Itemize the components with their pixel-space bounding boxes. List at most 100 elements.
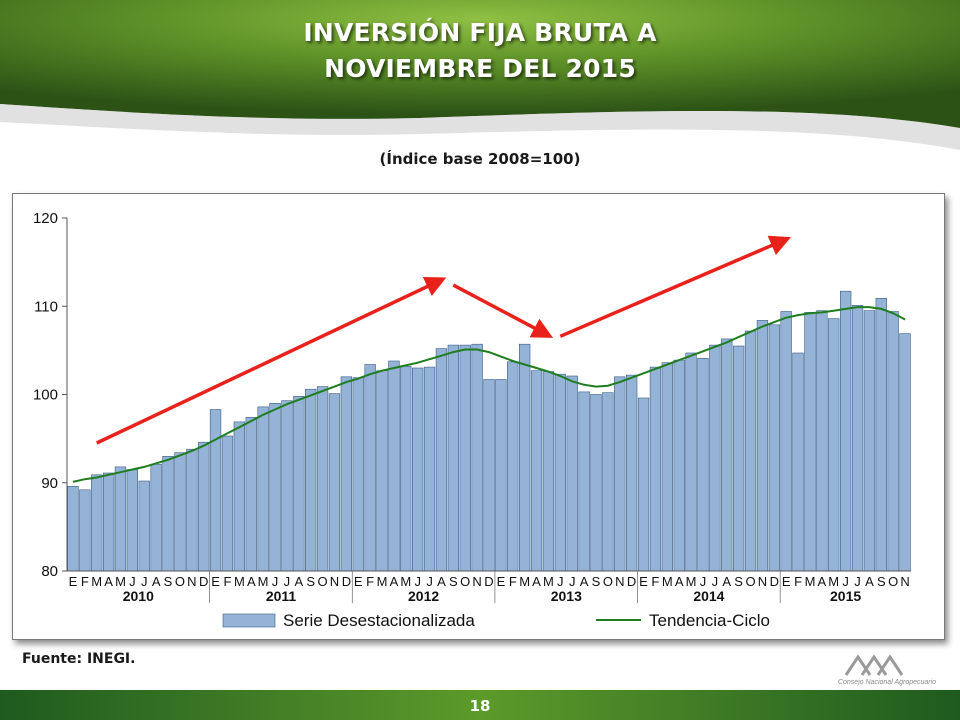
chart-bar — [138, 480, 150, 572]
page-title-line-1: INVERSIÓN FIJA BRUTA A — [303, 18, 657, 47]
x-month-label: M — [91, 574, 102, 589]
chart-bar — [411, 367, 424, 572]
x-month-label: F — [651, 574, 659, 589]
chart-bar — [221, 435, 234, 572]
x-month-label: S — [877, 574, 886, 589]
legend-label-trend: Tendencia-Ciclo — [649, 611, 770, 630]
x-month-label: E — [497, 574, 506, 589]
chart-bar — [649, 366, 662, 572]
chart-bar — [732, 345, 745, 572]
x-month-label: F — [224, 574, 232, 589]
chart-bar — [590, 394, 602, 572]
x-month-label: O — [745, 574, 755, 589]
x-year-label: 2010 — [123, 588, 154, 604]
chart-bar — [839, 290, 852, 572]
chart-subtitle: (Índice base 2008=100) — [379, 150, 581, 168]
x-month-label: D — [770, 574, 779, 589]
x-month-label: S — [734, 574, 743, 589]
chart-bar — [245, 417, 257, 572]
chart-bar — [281, 400, 293, 572]
y-tick-label: 100 — [33, 387, 58, 404]
x-month-label: M — [234, 574, 245, 589]
chart-bar — [126, 469, 138, 572]
chart-bar — [721, 338, 733, 572]
x-month-label: S — [164, 574, 173, 589]
x-month-label: J — [712, 574, 719, 589]
x-month-label: S — [306, 574, 315, 589]
chart-bar — [709, 344, 721, 572]
chart-bar — [79, 489, 91, 572]
x-year-label: 2013 — [551, 588, 582, 604]
x-month-label: F — [794, 574, 802, 589]
chart-bar — [673, 359, 685, 572]
x-month-label: M — [828, 574, 839, 589]
x-month-label: A — [294, 574, 303, 589]
x-month-label: J — [129, 574, 136, 589]
logo-text: Consejo Nacional Agropecuario — [837, 679, 937, 686]
x-month-label: A — [104, 574, 113, 589]
x-month-label: N — [900, 574, 909, 589]
x-month-label: D — [342, 574, 351, 589]
x-month-label: M — [662, 574, 673, 589]
chart-bar — [198, 441, 210, 572]
x-month-label: A — [247, 574, 256, 589]
x-month-label: J — [141, 574, 148, 589]
chart-bar — [744, 330, 757, 572]
chart-bar — [352, 377, 364, 572]
x-month-label: D — [484, 574, 493, 589]
x-month-label: N — [615, 574, 624, 589]
x-month-label: J — [284, 574, 291, 589]
chart-bar — [400, 366, 412, 572]
chart-bar — [459, 344, 471, 572]
chart-bar — [661, 362, 673, 572]
chart-bar — [376, 370, 388, 572]
x-month-label: F — [509, 574, 517, 589]
chart-bar — [625, 374, 638, 572]
trend-arrow — [452, 283, 554, 338]
y-tick-label: 110 — [34, 298, 58, 315]
x-month-label: O — [888, 574, 898, 589]
x-month-label: O — [175, 574, 185, 589]
x-month-label: E — [69, 574, 78, 589]
chart-bar — [578, 391, 590, 572]
chart-bar — [293, 396, 305, 572]
header-banner: INVERSIÓN FIJA BRUTA A NOVIEMBRE DEL 201… — [0, 0, 960, 150]
chart-bar — [447, 344, 459, 572]
chart-bar — [150, 463, 162, 572]
chart-bar — [67, 485, 79, 572]
chart-bar — [614, 376, 626, 572]
chart-bar — [697, 358, 709, 572]
x-month-label: F — [81, 574, 89, 589]
x-month-label: A — [865, 574, 874, 589]
x-month-label: J — [557, 574, 564, 589]
chart-bar — [875, 298, 887, 572]
x-month-label: J — [700, 574, 707, 589]
x-month-label: M — [400, 574, 411, 589]
x-month-label: O — [318, 574, 328, 589]
chart-bar — [340, 376, 352, 572]
x-month-label: O — [603, 574, 613, 589]
x-month-label: M — [543, 574, 554, 589]
x-month-label: J — [569, 574, 576, 589]
chart-bar — [804, 312, 816, 572]
chart-bar — [495, 379, 507, 572]
chart-bar — [174, 452, 186, 572]
chart-bar — [899, 333, 911, 572]
chart-bar — [566, 375, 578, 572]
y-tick-label: 120 — [33, 210, 58, 227]
chart-bar — [507, 361, 519, 572]
x-month-label: A — [437, 574, 446, 589]
chart-bar — [364, 364, 376, 572]
chart-bar — [756, 320, 769, 572]
x-month-label: N — [187, 574, 196, 589]
header-background — [0, 0, 960, 150]
chart-bar — [768, 324, 780, 572]
x-month-label: A — [152, 574, 161, 589]
chart-bar — [851, 305, 864, 572]
x-month-label: E — [211, 574, 220, 589]
x-month-label: A — [675, 574, 684, 589]
chart-bar — [828, 318, 840, 572]
x-month-label: M — [805, 574, 816, 589]
chart-bar — [435, 348, 448, 572]
chart-bar — [114, 466, 127, 572]
